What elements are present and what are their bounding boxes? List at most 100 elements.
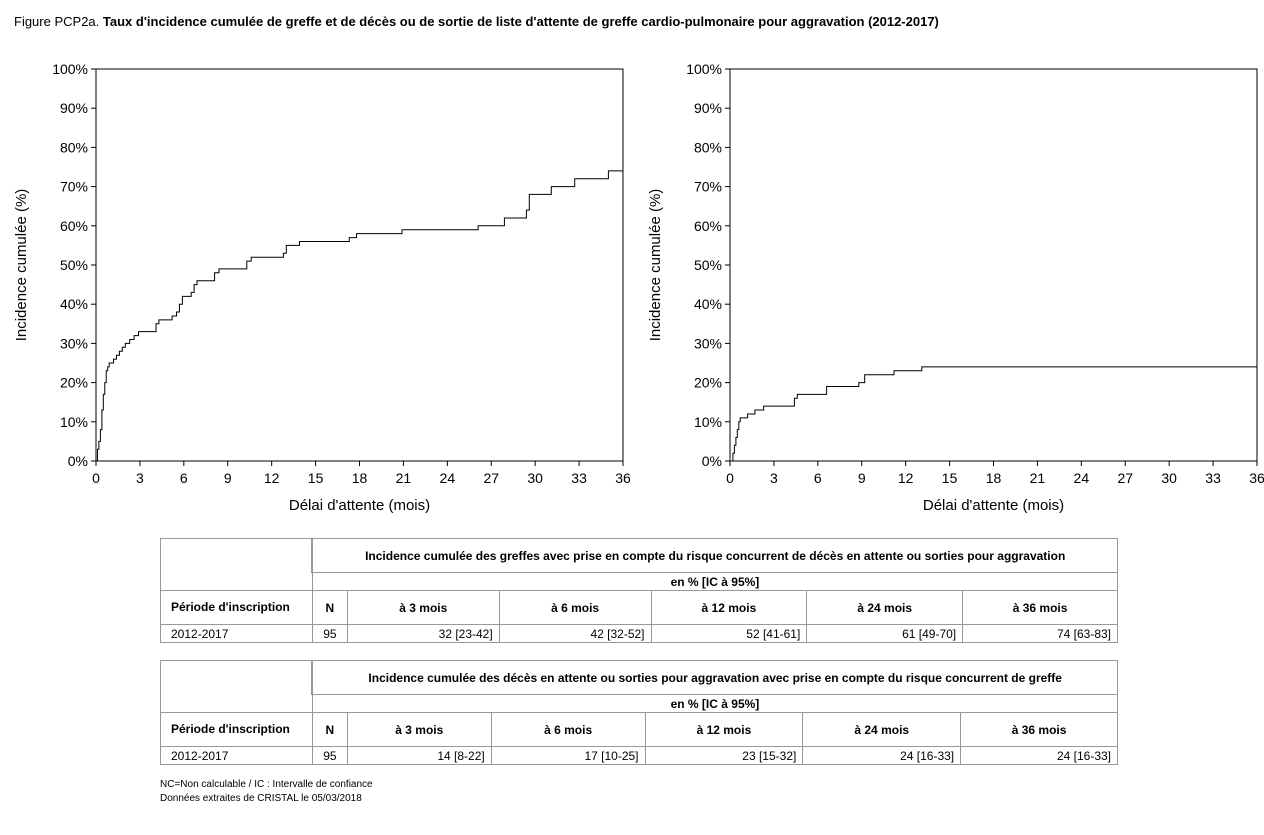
y-tick-label: 70% [60,179,88,195]
y-tick-label: 10% [694,414,722,430]
chart-deces: 0%10%20%30%40%50%60%70%80%90%100%0 3 6 9 12 1… [647,61,1264,514]
cell-periode: 2012-2017 [160,624,313,643]
y-tick-label: 80% [60,139,88,155]
x-tick-label: 18 [352,470,368,486]
x-tick-label: 36 [1249,470,1264,486]
table-row: 2012-2017 95 32 [23-42] 42 [32-52] 52 [4… [160,624,1118,643]
y-tick-label: 0% [68,453,88,469]
x-tick-label: 24 [440,470,456,486]
x-tick-label: 15 [308,470,324,486]
y-tick-label: 70% [694,179,722,195]
cell-n: 95 [311,624,348,643]
y-tick-label: 30% [694,335,722,351]
col-24-mois: à 24 mois [802,712,962,747]
footnote-legend: NC=Non calculable / IC : Intervalle de c… [160,779,373,790]
col-6-mois: à 6 mois [498,590,652,625]
y-tick-label: 60% [694,218,722,234]
cell-6-mois: 42 [32-52] [498,624,652,643]
y-tick-label: 80% [694,139,722,155]
col-12-mois: à 12 mois [650,590,808,625]
x-tick-label: 18 [986,470,1002,486]
x-tick-label: 15 [942,470,958,486]
table-corner [160,660,313,713]
table-greffe: Incidence cumulée des greffes avec prise… [160,538,1119,643]
col-36-mois: à 36 mois [960,712,1118,747]
x-tick-label: 9 [858,470,866,486]
x-tick-label: 3 [770,470,778,486]
x-tick-label: 9 [224,470,232,486]
y-tick-label: 50% [60,257,88,273]
x-tick-label: 12 [898,470,914,486]
x-tick-label: 21 [396,470,412,486]
y-tick-label: 90% [60,100,88,116]
cell-36-mois: 24 [16-33] [960,746,1118,765]
figure-title-prefix: Figure PCP2a. [14,14,100,29]
x-tick-label: 6 [814,470,822,486]
x-tick-label: 6 [180,470,188,486]
table-deces: Incidence cumulée des décès en attente o… [160,660,1119,765]
cell-n: 95 [311,746,348,765]
x-tick-label: 12 [264,470,280,486]
col-3-mois: à 3 mois [346,590,500,625]
cell-3-mois: 14 [8-22] [346,746,492,765]
cell-12-mois: 52 [41-61] [650,624,808,643]
x-axis-label: Délai d'attente (mois) [923,497,1064,514]
y-tick-label: 40% [60,296,88,312]
footnote-source: Données extraites de CRISTAL le 05/03/20… [160,793,362,804]
table-row: 2012-2017 95 14 [8-22] 17 [10-25] 23 [15… [160,746,1118,765]
plot-frame [729,68,1258,462]
table-subheader: en % [IC à 95%] [311,694,1119,713]
plot-frame [95,68,624,462]
figure-title: Figure PCP2a. Taux d'incidence cumulée d… [14,14,939,29]
x-tick-label: 0 [92,470,100,486]
col-36-mois: à 36 mois [962,590,1118,625]
y-tick-label: 100% [52,61,88,77]
col-n: N [311,712,348,747]
cell-6-mois: 17 [10-25] [490,746,646,765]
cell-24-mois: 24 [16-33] [802,746,962,765]
table-subheader: en % [IC à 95%] [311,572,1119,591]
x-tick-label: 36 [615,470,631,486]
col-24-mois: à 24 mois [806,590,964,625]
col-3-mois: à 3 mois [346,712,492,747]
cell-24-mois: 61 [49-70] [806,624,964,643]
y-axis-label: Incidence cumulée (%) [13,189,30,342]
y-tick-label: 50% [694,257,722,273]
cell-periode: 2012-2017 [160,746,313,765]
x-tick-label: 0 [726,470,734,486]
y-tick-label: 40% [694,296,722,312]
chart-greffe: 0%10%20%30%40%50%60%70%80%90%100%0 3 6 9 12 1… [13,61,631,514]
x-tick-label: 21 [1030,470,1046,486]
series-line [730,366,1257,462]
cell-3-mois: 32 [23-42] [346,624,500,643]
y-tick-label: 20% [60,375,88,391]
series-line [96,163,624,462]
col-n: N [311,590,348,625]
y-tick-label: 100% [686,61,722,77]
x-tick-label: 33 [1205,470,1221,486]
y-tick-label: 60% [60,218,88,234]
y-tick-label: 20% [694,375,722,391]
col-12-mois: à 12 mois [644,712,804,747]
y-tick-label: 10% [60,414,88,430]
y-tick-label: 90% [694,100,722,116]
x-tick-label: 24 [1074,470,1090,486]
x-tick-label: 27 [1117,470,1133,486]
x-tick-label: 33 [571,470,587,486]
table-header: Incidence cumulée des greffes avec prise… [311,538,1119,573]
col-6-mois: à 6 mois [490,712,646,747]
cell-12-mois: 23 [15-32] [644,746,804,765]
col-periode: Période d'inscription [160,590,313,625]
x-tick-label: 30 [527,470,543,486]
footnote: NC=Non calculable / IC : Intervalle de c… [160,778,373,806]
y-axis-label: Incidence cumulée (%) [647,189,664,342]
table-header: Incidence cumulée des décès en attente o… [311,660,1119,695]
cell-36-mois: 74 [63-83] [962,624,1118,643]
table-corner [160,538,313,591]
x-tick-label: 30 [1161,470,1177,486]
x-tick-label: 3 [136,470,144,486]
col-periode: Période d'inscription [160,712,313,747]
y-tick-label: 30% [60,335,88,351]
y-tick-label: 0% [702,453,722,469]
x-tick-label: 27 [483,470,499,486]
